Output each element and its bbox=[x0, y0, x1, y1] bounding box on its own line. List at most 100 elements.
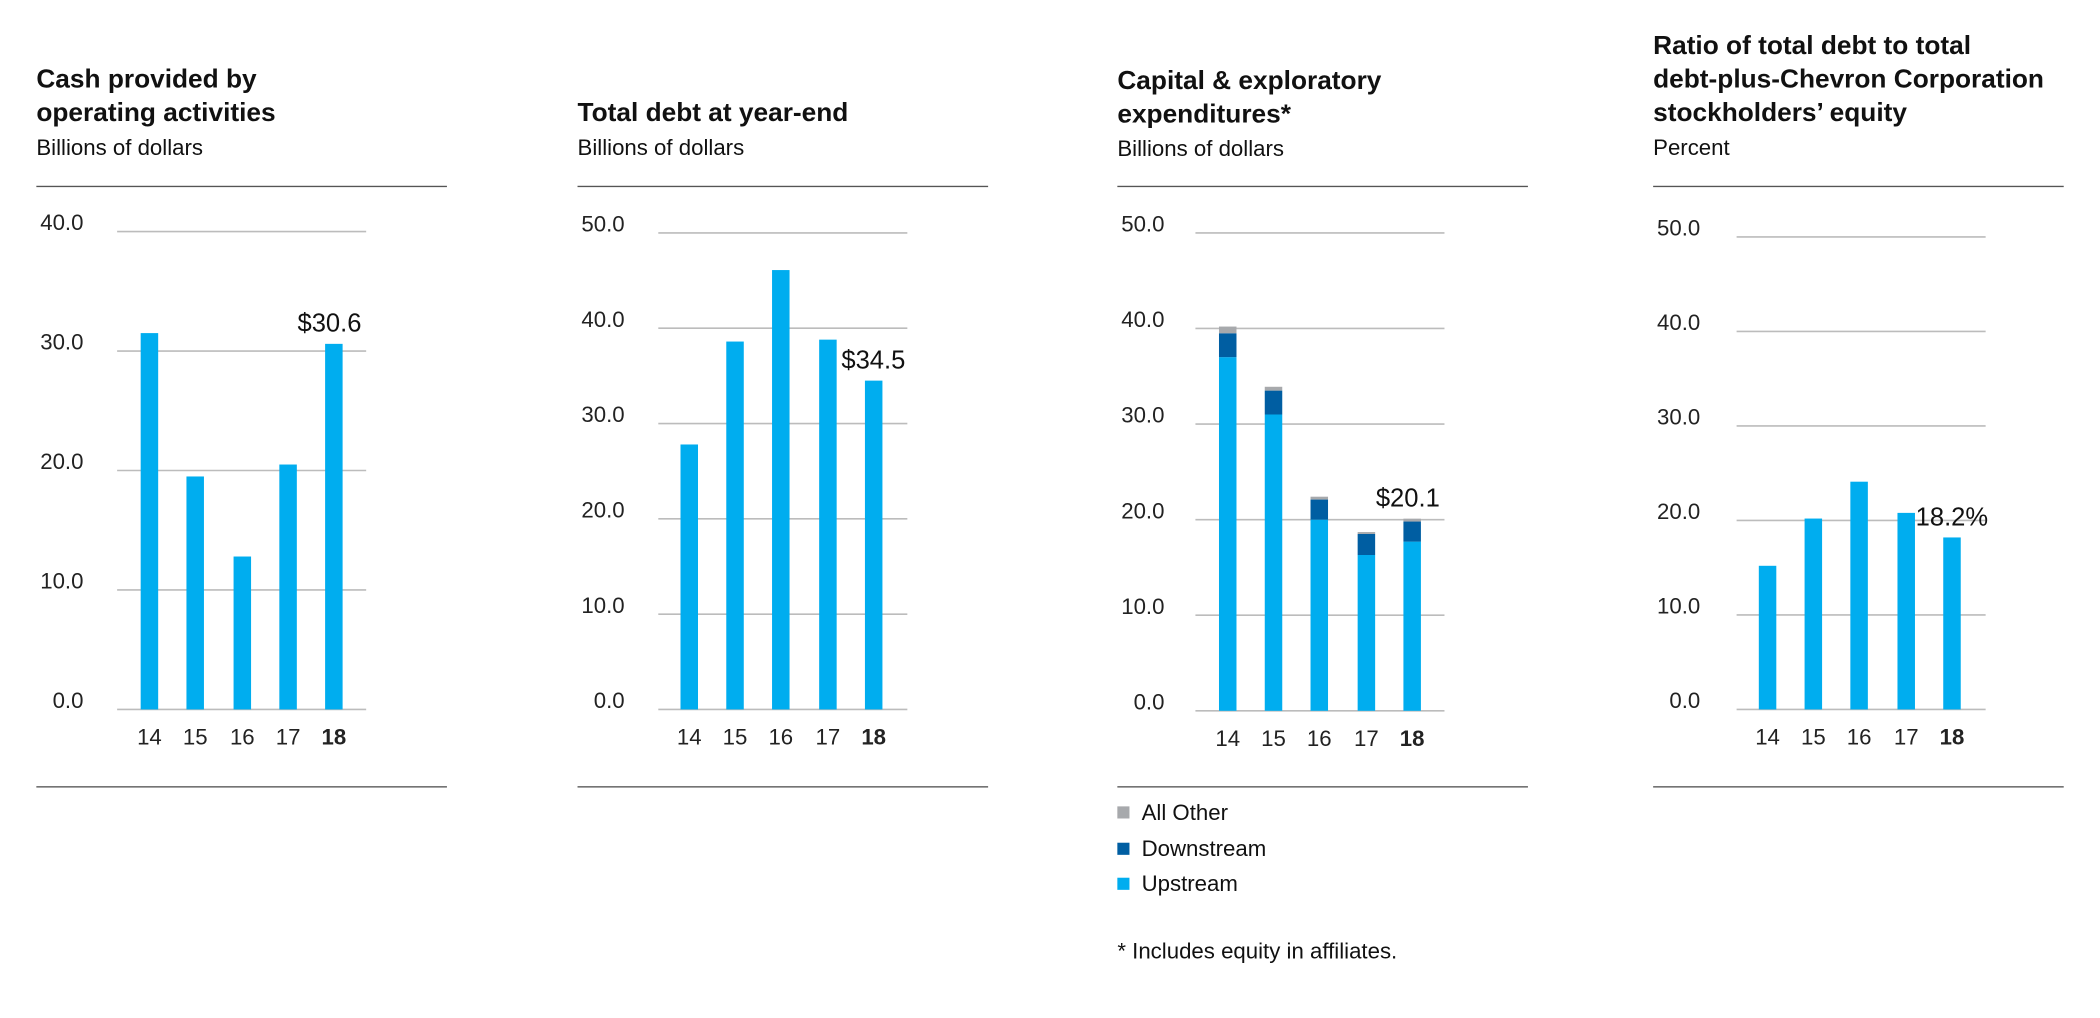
title-line: operating activities bbox=[36, 98, 276, 128]
legend-item-upstream: Upstream bbox=[1117, 872, 1238, 898]
y-tick-label: 20.0 bbox=[1657, 499, 1700, 524]
x-tick-label: 14 bbox=[677, 724, 702, 749]
divider bbox=[1117, 185, 1528, 188]
divider bbox=[577, 786, 989, 788]
x-tick-label: 15 bbox=[1801, 724, 1826, 749]
chart-title: Capital & exploratory expenditures* bbox=[1117, 65, 1381, 132]
legend-swatch bbox=[1117, 877, 1130, 890]
x-tick-label: 16 bbox=[768, 724, 793, 749]
x-tick-label: 17 bbox=[276, 724, 301, 749]
bar-segment-downstream bbox=[1403, 521, 1421, 542]
bar bbox=[186, 476, 204, 710]
x-tick-label: 18 bbox=[861, 724, 886, 749]
bar-segment-other bbox=[1310, 496, 1329, 500]
title-line: Cash provided by bbox=[36, 64, 257, 95]
bar bbox=[1804, 518, 1823, 710]
bar bbox=[1943, 537, 1961, 710]
bar bbox=[325, 343, 343, 710]
y-tick-label: 0.0 bbox=[594, 688, 625, 713]
x-tick-label: 14 bbox=[1215, 726, 1240, 751]
bar-segment-other bbox=[1357, 532, 1376, 534]
y-tick-label: 30.0 bbox=[1657, 405, 1700, 430]
bar bbox=[772, 270, 790, 710]
x-tick-label: 16 bbox=[1847, 724, 1872, 749]
chart-subtitle: Billions of dollars bbox=[36, 135, 204, 161]
y-tick-label: 10.0 bbox=[581, 593, 624, 618]
y-tick-label: 20.0 bbox=[1121, 498, 1164, 523]
bar bbox=[279, 464, 297, 710]
bar bbox=[233, 556, 252, 710]
x-tick-label: 14 bbox=[137, 724, 162, 749]
divider bbox=[36, 786, 447, 788]
y-tick-label: 0.0 bbox=[1134, 689, 1165, 714]
x-tick-label: 14 bbox=[1755, 724, 1780, 749]
bar bbox=[1758, 565, 1777, 710]
value-callout: $34.5 bbox=[841, 347, 905, 375]
y-tick-label: 20.0 bbox=[40, 449, 83, 474]
y-tick-label: 50.0 bbox=[1121, 212, 1164, 237]
chart-subtitle: Billions of dollars bbox=[1117, 137, 1285, 162]
title-line: expenditures* bbox=[1117, 99, 1291, 130]
x-tick-label: 18 bbox=[1400, 726, 1425, 751]
y-tick-label: 50.0 bbox=[581, 212, 624, 237]
y-tick-label: 30.0 bbox=[581, 402, 624, 427]
x-tick-label: 17 bbox=[816, 724, 841, 749]
x-tick-label: 17 bbox=[1354, 726, 1379, 751]
x-tick-label: 18 bbox=[1940, 724, 1965, 749]
bar bbox=[819, 339, 837, 710]
y-tick-label: 30.0 bbox=[1121, 403, 1164, 428]
bar bbox=[726, 341, 744, 710]
y-tick-label: 40.0 bbox=[40, 210, 83, 235]
bar-segment-upstream bbox=[1264, 414, 1283, 711]
divider bbox=[1117, 786, 1528, 788]
bar bbox=[864, 380, 883, 710]
chart-subtitle: Percent bbox=[1653, 135, 1730, 161]
bar-segment-upstream bbox=[1357, 554, 1376, 711]
legend-label: Upstream bbox=[1141, 872, 1238, 897]
y-tick-label: 0.0 bbox=[53, 688, 84, 713]
chart-subtitle: Billions of dollars bbox=[577, 135, 745, 161]
chart-title: Ratio of total debt to total debt-plus-Ch… bbox=[1653, 30, 2044, 131]
legend-swatch bbox=[1117, 806, 1130, 819]
title-line: Capital & exploratory bbox=[1117, 65, 1382, 96]
y-tick-label: 30.0 bbox=[40, 330, 83, 355]
value-callout: $20.1 bbox=[1376, 485, 1440, 513]
bar-segment-upstream bbox=[1218, 357, 1237, 711]
x-tick-label: 15 bbox=[723, 724, 748, 749]
x-tick-label: 17 bbox=[1894, 724, 1919, 749]
divider bbox=[36, 185, 447, 188]
x-tick-label: 16 bbox=[1307, 726, 1332, 751]
title-line: debt-plus-Chevron Corporation bbox=[1653, 64, 2044, 95]
legend-label: All Other bbox=[1141, 800, 1228, 826]
y-tick-label: 50.0 bbox=[1657, 216, 1700, 241]
legend-label: Downstream bbox=[1141, 837, 1267, 862]
y-tick-label: 40.0 bbox=[1121, 307, 1164, 332]
y-tick-label: 40.0 bbox=[1657, 310, 1700, 335]
value-callout: $30.6 bbox=[298, 310, 362, 338]
divider bbox=[1653, 786, 2064, 788]
footnote: * Includes equity in affiliates. bbox=[1117, 939, 1398, 964]
bar-segment-downstream bbox=[1357, 533, 1376, 555]
bar bbox=[680, 444, 699, 710]
chart-title: Total debt at year-end bbox=[578, 97, 849, 131]
bar bbox=[140, 333, 159, 710]
x-tick-label: 16 bbox=[230, 724, 255, 749]
y-tick-label: 20.0 bbox=[581, 497, 624, 522]
y-tick-label: 0.0 bbox=[1669, 688, 1700, 713]
bar-segment-other bbox=[1264, 386, 1283, 391]
divider bbox=[577, 185, 989, 188]
bar bbox=[1850, 481, 1868, 710]
y-tick-label: 10.0 bbox=[1121, 594, 1164, 619]
x-tick-label: 18 bbox=[322, 724, 347, 749]
title-line: stockholders’ equity bbox=[1653, 98, 1907, 128]
bar-segment-other bbox=[1218, 326, 1237, 334]
value-callout: 18.2% bbox=[1916, 503, 1988, 531]
bar-segment-other bbox=[1403, 518, 1421, 522]
divider bbox=[1653, 185, 2064, 188]
bar-segment-downstream bbox=[1264, 390, 1283, 415]
chart-title: Cash provided by operating activities bbox=[36, 63, 275, 130]
y-tick-label: 10.0 bbox=[40, 569, 83, 594]
bar-segment-downstream bbox=[1310, 499, 1329, 520]
x-tick-label: 15 bbox=[183, 724, 208, 749]
